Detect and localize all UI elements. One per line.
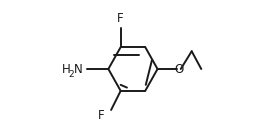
Text: O: O <box>174 63 183 75</box>
Text: N: N <box>73 63 82 75</box>
Text: F: F <box>117 12 124 25</box>
Text: F: F <box>98 109 105 122</box>
Text: 2: 2 <box>68 70 74 79</box>
Text: H: H <box>62 63 71 75</box>
